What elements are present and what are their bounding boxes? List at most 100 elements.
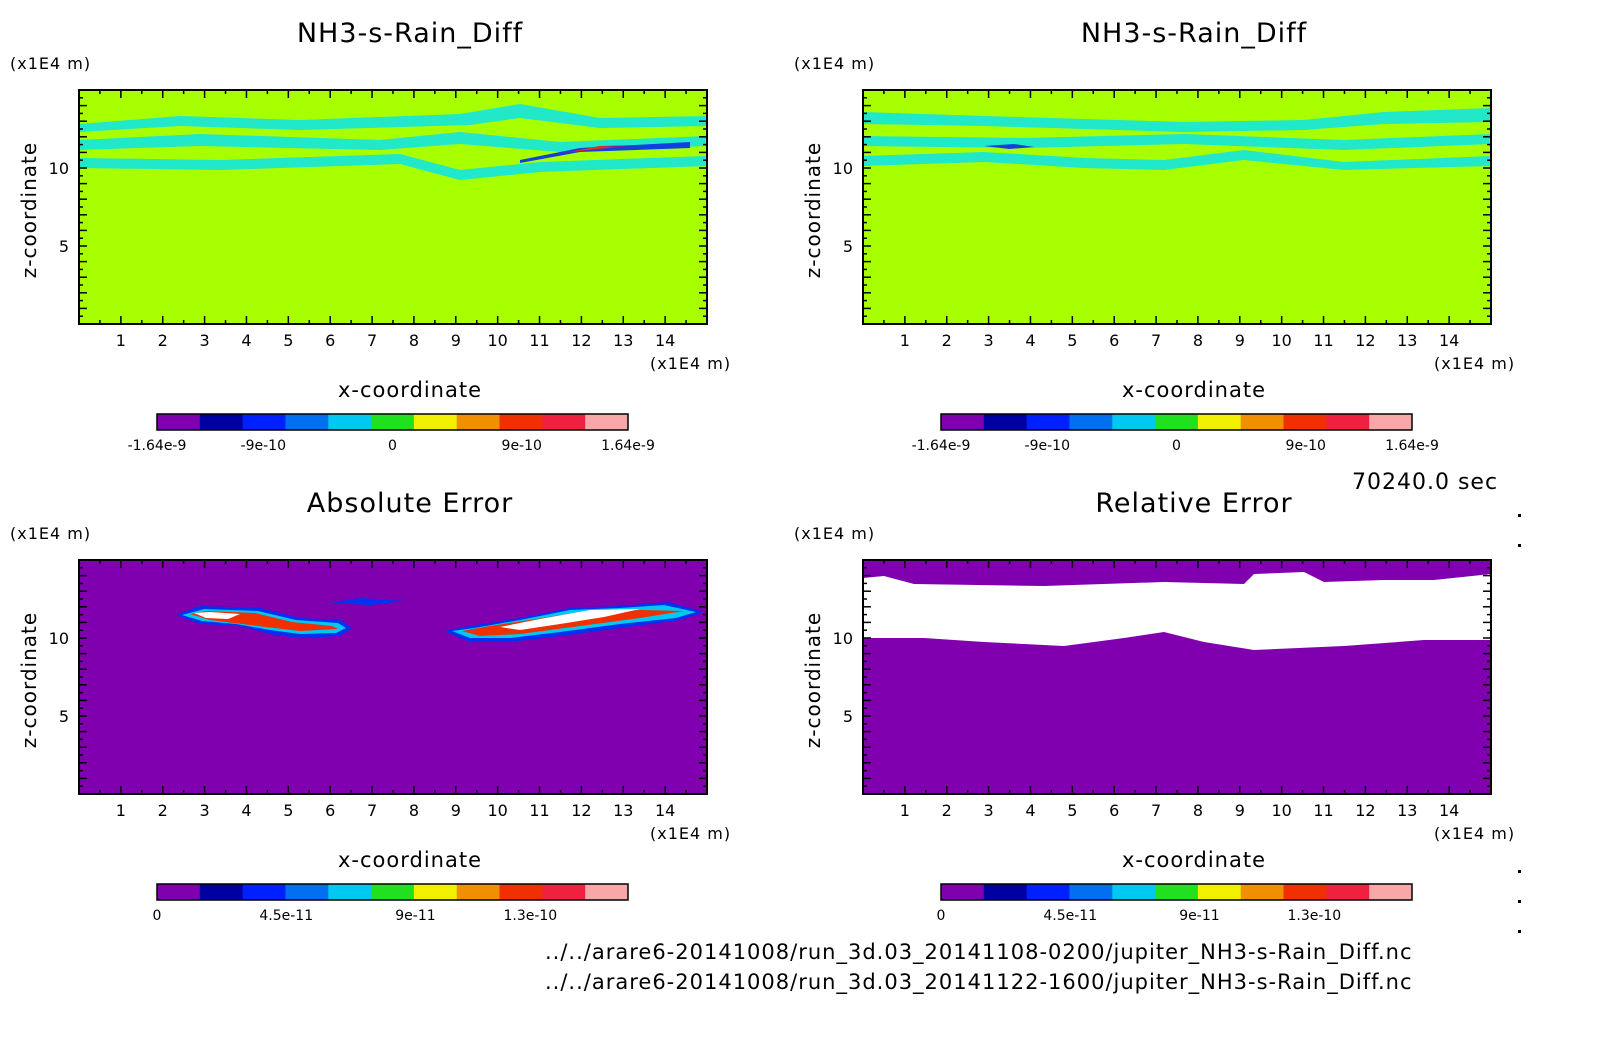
x-tick-label: 8 [1193,331,1203,350]
colorbar-segment [542,884,586,900]
x-tick-label: 2 [158,331,168,350]
field-features [176,598,704,642]
x-tick-label: 8 [1193,801,1203,820]
x-tick-label: 11 [1313,331,1333,350]
x-axis-label: x-coordinate [337,378,482,402]
x-tick-label: 9 [451,331,461,350]
x-tick-label: 14 [1439,801,1459,820]
colorbar-segment [542,414,586,430]
colorbar-segment [285,414,329,430]
x-tick-label: 6 [1109,331,1119,350]
y-tick-label: 10 [833,629,853,648]
colorbar-segment [1283,884,1327,900]
source-file-line-1: ../../arare6-20141008/run_3d.03_20141108… [545,940,1413,964]
colorbar-segment [983,414,1028,430]
negative-streak [520,142,690,163]
colorbar-label: -1.64e-9 [912,438,971,454]
margin-dot [1518,544,1521,547]
colorbar-segment [328,884,372,900]
x-tick-label: 10 [487,801,507,820]
cyan-layer [79,154,707,180]
x-tick-label: 7 [1151,331,1161,350]
colorbar-label: 0 [1172,438,1181,454]
y-tick-label: 5 [59,237,69,256]
colorbar-segment [983,884,1028,900]
x-tick-label: 6 [325,331,335,350]
colorbar-segment [1155,884,1199,900]
x-tick-label: 7 [367,331,377,350]
cyan-layer [79,104,707,132]
margin-dot [1518,930,1521,933]
x-tick-label: 6 [1109,801,1119,820]
chart-title: Relative Error [1095,488,1293,519]
colorbar-segment [285,884,329,900]
colorbar-label: 4.5e-11 [259,908,313,924]
x-tick-label: 7 [1151,801,1161,820]
x-unit-label: (x1E4 m) [650,354,732,373]
plot-background [79,560,707,794]
colorbar-label: -9e-10 [1025,438,1070,454]
x-tick-label: 11 [1313,801,1333,820]
colorbar-segment [499,884,543,900]
colorbar-segment [328,414,372,430]
x-tick-label: 4 [1025,331,1035,350]
x-tick-label: 5 [283,331,293,350]
colorbar-segment [1326,884,1370,900]
error-wisp [330,598,405,605]
colorbar-segment [1240,884,1285,900]
field-features [863,108,1491,170]
colorbar-label: 0 [388,438,397,454]
x-tick-label: 8 [409,801,419,820]
x-tick-label: 10 [1271,331,1291,350]
colorbar-segment [1283,414,1327,430]
colorbar-label: 9e-11 [395,908,435,924]
x-tick-label: 9 [451,801,461,820]
margin-dot [1518,514,1521,517]
colorbar-segment [1369,884,1413,900]
x-tick-label: 8 [409,331,419,350]
colorbar-segment [1240,414,1285,430]
x-tick-label: 9 [1235,331,1245,350]
colorbar-segment [1112,884,1156,900]
x-tick-label: 5 [283,801,293,820]
time-label: 70240.0 sec [1352,470,1499,495]
y-tick-label: 10 [49,159,69,178]
chart-title: Absolute Error [306,488,514,519]
colorbar-label: -9e-10 [241,438,286,454]
colorbar-segment [413,414,458,430]
x-tick-label: 1 [900,331,910,350]
x-unit-label: (x1E4 m) [650,824,732,843]
x-tick-label: 11 [529,801,549,820]
x-tick-label: 12 [1355,331,1375,350]
x-tick-label: 12 [1355,801,1375,820]
colorbar-segment [585,414,629,430]
colorbar-segment [371,414,415,430]
x-tick-label: 14 [655,801,675,820]
x-tick-label: 13 [613,801,633,820]
x-unit-label: (x1E4 m) [1434,824,1516,843]
colorbar-segment [1069,414,1113,430]
x-tick-label: 7 [367,801,377,820]
x-tick-label: 5 [1067,801,1077,820]
plot-background [79,90,707,324]
x-tick-label: 4 [241,801,251,820]
y-unit-label: (x1E4 m) [794,54,876,73]
y-tick-label: 5 [843,237,853,256]
error-blob-left-core [194,612,240,619]
cyan-layer [79,132,707,152]
colorbar-label: 1.64e-9 [1385,438,1439,454]
y-unit-label: (x1E4 m) [794,524,876,543]
x-tick-label: 14 [1439,331,1459,350]
x-tick-label: 11 [529,331,549,350]
negative-streak [984,144,1034,149]
colorbar-frame [940,883,1413,901]
margin-dot [1518,900,1521,903]
x-tick-label: 3 [984,331,994,350]
plot-svg: 1 2 3 4 5 6 7 8 9 10 11 12 13 14 510 -1.64e-9 -9e-10 0 9… [833,89,1492,454]
colorbar: -1.64e-9 -9e-10 0 9e-10 1.64e-9 [128,413,655,454]
colorbar-frame [940,413,1413,431]
source-file-line-2: ../../arare6-20141008/run_3d.03_20141122… [545,970,1413,994]
x-tick-label: 13 [1397,801,1417,820]
